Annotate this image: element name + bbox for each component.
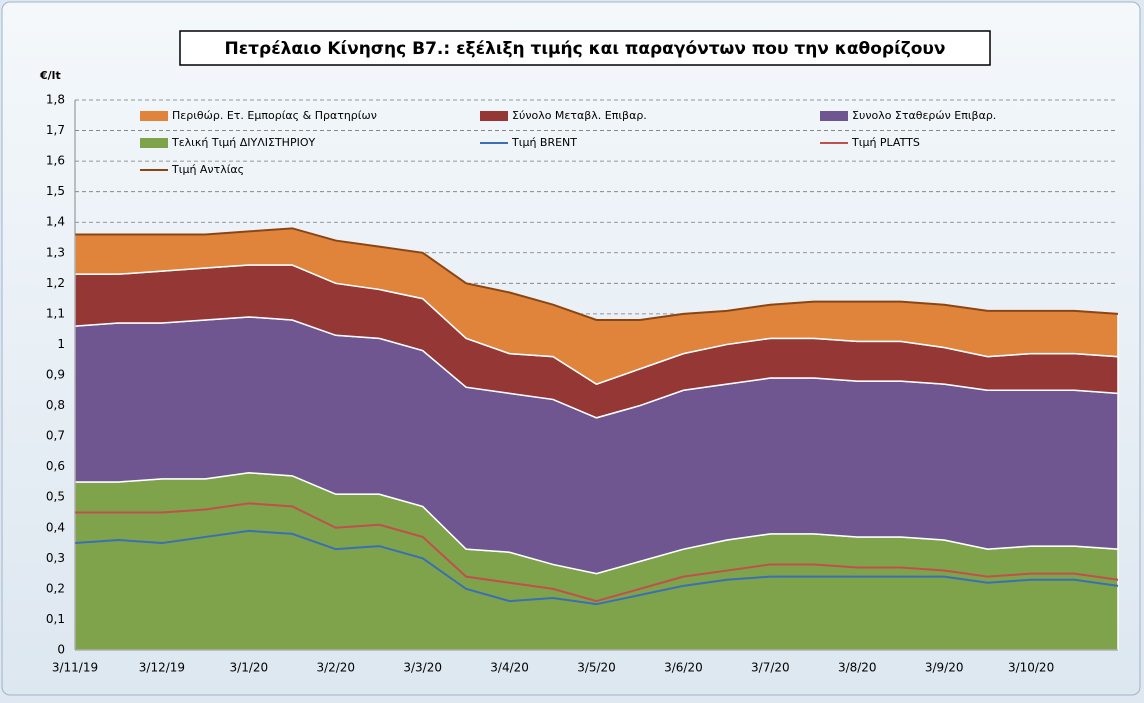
title-box <box>179 30 991 66</box>
chart-title: Πετρέλαιο Κίνησης Β7.: εξέλιξη τιμής και… <box>224 39 945 59</box>
x-tick-label: 3/1/20 <box>230 661 269 675</box>
legend-swatch <box>480 111 508 121</box>
legend-label: Τιμή Αντλίας <box>171 163 244 176</box>
legend-label: Περιθώρ. Ετ. Εμπορίας & Πρατηρίων <box>172 109 377 122</box>
x-tick-label: 3/10/20 <box>1008 661 1054 675</box>
y-tick-label: 1,2 <box>46 276 65 290</box>
legend-label: Σύνολο Μεταβλ. Επιβαρ. <box>512 109 647 122</box>
line <box>75 227 1119 321</box>
y-tick-label: 0,7 <box>46 429 65 443</box>
legend-label: Τιμή BRENT <box>511 136 577 149</box>
x-tick-label: 3/7/20 <box>751 661 790 675</box>
legend-swatch <box>820 111 848 121</box>
x-tick-label: 3/3/20 <box>403 661 442 675</box>
line <box>74 529 1119 606</box>
y-tick-label: 1,8 <box>46 93 65 107</box>
legend-swatch <box>140 111 168 121</box>
x-tick-label: 3/11/19 <box>52 661 98 675</box>
x-tick-label: 3/9/20 <box>925 661 964 675</box>
y-tick-label: 0,4 <box>46 520 65 534</box>
y-tick-label: 0,8 <box>46 398 65 412</box>
y-tick-label: 0,2 <box>46 581 65 595</box>
y-tick-label: 0,5 <box>46 490 65 504</box>
legend-label: Τελική Τιμή ΔΙΥΛΙΣΤΗΡΙΟΥ <box>171 136 315 149</box>
y-tick-label: 0,3 <box>46 551 65 565</box>
y-axis-label: €/lt <box>39 69 61 82</box>
x-tick-label: 3/5/20 <box>577 661 616 675</box>
legend-label: Τιμή PLATTS <box>851 136 920 149</box>
legend-label: Συνολο Σταθερών Επιβαρ. <box>852 109 996 122</box>
y-tick-label: 1,4 <box>46 215 65 229</box>
y-tick-label: 0 <box>57 643 65 657</box>
legend-swatch <box>140 138 168 148</box>
y-tick-label: 0,9 <box>46 368 65 382</box>
y-tick-label: 1 <box>57 337 65 351</box>
y-tick-label: 1,7 <box>46 123 65 137</box>
x-tick-label: 3/2/20 <box>316 661 355 675</box>
y-tick-label: 1,6 <box>46 154 65 168</box>
x-tick-label: 3/6/20 <box>664 661 703 675</box>
x-tick-label: 3/8/20 <box>838 661 877 675</box>
x-tick-label: 3/12/19 <box>139 661 185 675</box>
y-tick-label: 1,3 <box>46 245 65 259</box>
y-tick-label: 0,1 <box>46 612 65 626</box>
y-tick-label: 1,1 <box>46 306 65 320</box>
y-tick-label: 0,6 <box>46 459 65 473</box>
y-tick-label: 1,5 <box>46 184 65 198</box>
line <box>75 502 1119 603</box>
x-tick-label: 3/4/20 <box>490 661 529 675</box>
